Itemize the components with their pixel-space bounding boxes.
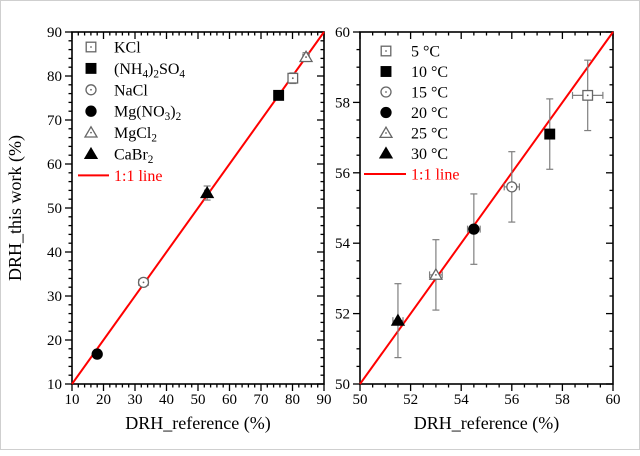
data-point-20-c	[468, 223, 480, 235]
legend-label-nh4-2so4: (NH4)2SO4	[114, 61, 185, 81]
legend-label-30-c: 30 °C	[411, 146, 448, 163]
x-tick-label: 70	[254, 392, 269, 408]
x-tick-label: 50	[191, 392, 206, 408]
data-point-10-c	[544, 128, 556, 140]
legend-label-5-c: 5 °C	[411, 44, 440, 61]
x-axis-label: DRH_reference (%)	[414, 413, 559, 434]
y-tick-label: 60	[335, 25, 350, 41]
legend-marker-cabr2	[83, 146, 99, 160]
x-tick-label: 50	[353, 392, 368, 408]
y-tick-label: 20	[47, 333, 62, 349]
legend-marker-25-c	[378, 125, 394, 139]
panel-left: 10 20 30 40 50 60 70 80 90 10 20 30 40 50 60 70 80 90 DRH_…	[5, 25, 332, 434]
data-point-25-c	[428, 267, 444, 280]
legend-label-cabr2: CaBr2	[114, 147, 153, 167]
y-tick-label: 80	[47, 69, 62, 85]
data-point-nacl	[137, 276, 150, 289]
x-tick-label: 80	[285, 392, 300, 408]
data-point-nh4-2so4	[273, 89, 285, 101]
legend-marker-10-c	[380, 66, 392, 77]
x-tick-label: 90	[317, 392, 332, 408]
legend-marker-nacl	[85, 84, 97, 96]
data-point-mgcl2	[298, 49, 314, 63]
x-tick-label: 54	[454, 392, 470, 408]
legend-marker-mgcl2	[83, 125, 99, 138]
y-tick-label: 10	[47, 377, 62, 393]
y-tick-label: 40	[47, 245, 62, 261]
legend-label-nacl: NaCl	[114, 82, 148, 99]
legend-marker-15-c	[380, 86, 392, 98]
x-tick-label: 56	[504, 392, 520, 408]
y-tick-label: 54	[335, 236, 351, 252]
one-to-one-line	[71, 31, 325, 385]
legend-label-20-c: 20 °C	[411, 105, 448, 122]
x-tick-label: 60	[222, 392, 237, 408]
data-point-30-c	[390, 313, 406, 326]
legend-marker-5-c	[380, 45, 392, 57]
y-tick-label: 70	[47, 113, 62, 129]
x-axis-label: DRH_reference (%)	[125, 413, 270, 434]
legend-label-25-c: 25 °C	[411, 126, 448, 143]
data-point-cabr2	[199, 185, 215, 199]
legend-label-15-c: 15 °C	[411, 85, 448, 102]
x-tick-label: 30	[128, 392, 143, 408]
x-tick-label: 20	[96, 392, 111, 408]
data-point-15-c	[506, 181, 518, 193]
plot-frame	[359, 31, 614, 385]
panel-right: 50 52 54 56 58 60 50 52 54 56 58 60 DRH_reference (%…	[335, 25, 621, 434]
data-point-5-c	[582, 89, 594, 101]
x-tick-label: 52	[403, 392, 418, 408]
y-tick-label: 50	[335, 377, 350, 393]
y-tick-label: 30	[47, 289, 62, 305]
y-tick-label: 90	[47, 25, 62, 41]
legend-label-10-c: 10 °C	[411, 64, 448, 81]
legend-label-mgcl2: MgCl2	[114, 125, 157, 145]
legend-label-one-to-one: 1:1 line	[114, 168, 162, 185]
data-point-mg-no3-2	[91, 348, 103, 360]
plot-frame	[71, 31, 325, 385]
y-axis-label: DRH_this work (%)	[5, 135, 26, 281]
y-tick-label: 58	[335, 95, 350, 111]
legend-marker-20-c	[380, 106, 392, 119]
legend-marker-30-c	[378, 146, 394, 159]
legend-label-kcl: KCl	[114, 40, 141, 57]
y-tick-label: 52	[335, 307, 350, 323]
legend: 5 °C 10 °C 15 °C 20 °C 25 °C 30 °C 1:1 line	[364, 44, 459, 184]
y-tick-label: 50	[47, 201, 62, 217]
data-point-kcl	[287, 72, 299, 84]
x-tick-label: 10	[65, 392, 80, 408]
legend-label-one-to-one: 1:1 line	[411, 167, 459, 184]
x-tick-label: 40	[159, 392, 174, 408]
legend-marker-nh4-2so4	[85, 62, 97, 74]
legend-marker-mg-no3-2	[85, 105, 97, 117]
x-tick-label: 60	[606, 392, 621, 408]
x-tick-label: 58	[555, 392, 570, 408]
y-tick-label: 60	[47, 157, 62, 173]
legend-marker-kcl	[85, 41, 97, 53]
y-tick-label: 56	[335, 166, 351, 182]
legend-label-mg-no3-2: Mg(NO3)2	[114, 104, 181, 124]
